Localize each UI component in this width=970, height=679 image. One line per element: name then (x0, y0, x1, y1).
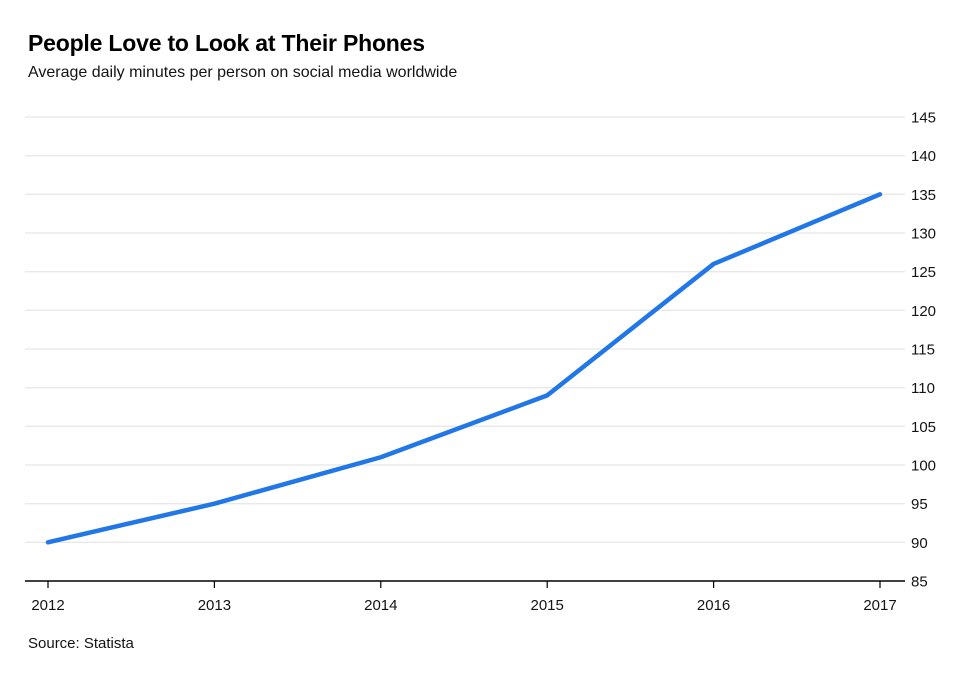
y-axis-label: 120 (911, 303, 936, 320)
x-axis-label: 2015 (531, 597, 564, 614)
y-axis-label: 90 (911, 535, 928, 552)
y-axis-label: 95 (911, 496, 928, 513)
chart-subtitle: Average daily minutes per person on soci… (28, 64, 458, 81)
x-axis-ticks (47, 581, 881, 588)
x-axis-label: 2014 (364, 597, 397, 614)
y-axis-label: 110 (911, 380, 935, 397)
y-axis-label: 115 (911, 342, 935, 359)
x-axis-label: 2017 (863, 597, 896, 614)
y-axis-label: 125 (911, 264, 936, 281)
x-axis-labels: 2012 2013 2014 2015 2016 2017 (31, 597, 896, 614)
data-line (45, 192, 883, 545)
y-axis-label: 130 (911, 226, 936, 243)
gridlines (25, 116, 905, 543)
y-axis-label: 85 (911, 574, 928, 591)
y-axis-label: 100 (911, 458, 936, 475)
x-axis-label: 2013 (198, 597, 231, 614)
y-axis-label: 105 (911, 419, 936, 436)
y-axis-label: 135 (911, 187, 936, 204)
x-axis-label: 2016 (697, 597, 730, 614)
y-axis-label: 140 (911, 148, 936, 165)
y-axis-label: 145 (911, 110, 936, 127)
y-axis-labels: 85 90 95 100 105 110 115 120 125 130 135 140 145 (911, 110, 936, 591)
chart-title: People Love to Look at Their Phones (28, 30, 425, 56)
source-note: Source: Statista (28, 635, 134, 652)
x-axis-label: 2012 (31, 597, 64, 614)
